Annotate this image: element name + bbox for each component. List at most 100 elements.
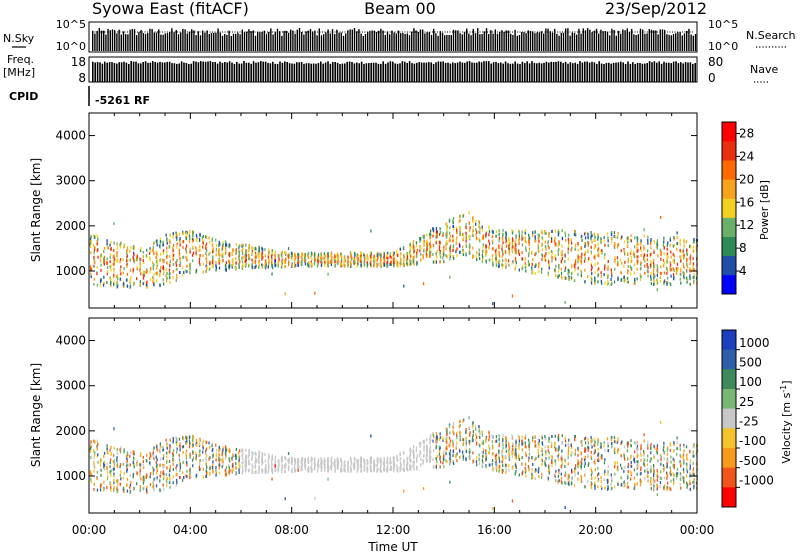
velocity-cell bbox=[110, 485, 112, 489]
velocity-cell bbox=[122, 488, 124, 492]
velocity-cell bbox=[96, 439, 98, 443]
nsky-bar bbox=[527, 30, 529, 51]
power-cell bbox=[110, 277, 112, 281]
velocity-cell bbox=[363, 458, 365, 462]
power-cell bbox=[238, 263, 240, 267]
power-cell bbox=[169, 262, 171, 266]
freq-bar bbox=[488, 61, 490, 82]
power-cell bbox=[389, 253, 391, 257]
power-cell bbox=[129, 280, 131, 284]
velocity-cell bbox=[120, 477, 122, 481]
power-cell bbox=[103, 258, 106, 262]
power-cell bbox=[145, 283, 148, 287]
power-cell bbox=[439, 231, 441, 235]
power-cell bbox=[524, 257, 527, 261]
freq-bar bbox=[406, 62, 408, 82]
nsky-bar bbox=[567, 28, 569, 51]
power-cell bbox=[456, 231, 458, 235]
freq-bar bbox=[368, 63, 370, 82]
power-cell bbox=[248, 248, 250, 252]
power-cell bbox=[620, 278, 623, 281]
power-cell bbox=[574, 243, 577, 247]
power-cell bbox=[156, 243, 158, 247]
power-cell bbox=[208, 252, 210, 256]
power-cell bbox=[396, 251, 398, 255]
velocity-cell bbox=[277, 469, 279, 473]
nsky-bar bbox=[345, 33, 347, 51]
power-cell bbox=[590, 234, 592, 238]
nsky-bar bbox=[314, 30, 316, 51]
velocity-cell bbox=[224, 445, 227, 449]
power-cell bbox=[354, 252, 356, 255]
power-cell bbox=[189, 247, 191, 251]
power-cell bbox=[502, 241, 504, 245]
power-cell bbox=[222, 259, 224, 263]
power-cell bbox=[683, 238, 685, 242]
power-cell bbox=[534, 230, 536, 234]
power-cell bbox=[545, 231, 547, 235]
nsky-bar bbox=[153, 32, 155, 51]
power-cell bbox=[452, 245, 454, 249]
freq-bar bbox=[519, 64, 521, 82]
velocity-cell bbox=[370, 456, 372, 460]
freq-bar bbox=[492, 62, 495, 82]
power-cell bbox=[653, 239, 655, 243]
nsky-bar bbox=[532, 31, 534, 51]
velocity-cell bbox=[311, 462, 313, 466]
power-cell bbox=[204, 235, 207, 239]
power-cell bbox=[575, 233, 577, 237]
velocity-cell bbox=[242, 468, 244, 472]
velocity-cell bbox=[103, 480, 105, 484]
velocity-cell bbox=[90, 480, 92, 484]
power-cell bbox=[106, 262, 108, 265]
power-cell bbox=[442, 256, 444, 260]
power-cell bbox=[360, 260, 363, 264]
power-cell bbox=[452, 225, 454, 228]
power-frame bbox=[88, 112, 698, 309]
power-cell bbox=[113, 269, 115, 273]
velocity-cell bbox=[360, 456, 362, 460]
power-cell bbox=[472, 220, 474, 224]
nsky-bar bbox=[158, 29, 160, 51]
power-cell bbox=[304, 262, 307, 266]
power-cell bbox=[303, 256, 306, 260]
power-cell bbox=[660, 265, 662, 269]
velocity-cell bbox=[442, 438, 444, 442]
power-cell bbox=[406, 257, 409, 261]
velocity-cell bbox=[90, 472, 93, 476]
power-cell bbox=[133, 245, 135, 249]
power-cell bbox=[291, 262, 293, 266]
power-cell bbox=[432, 227, 434, 230]
velocity-cell bbox=[175, 466, 177, 470]
power-cell bbox=[156, 240, 158, 244]
power-cell bbox=[175, 263, 178, 267]
freq-bar bbox=[622, 62, 624, 82]
power-cell bbox=[122, 271, 124, 275]
power-cell bbox=[156, 258, 158, 262]
power-cell bbox=[485, 233, 487, 237]
freq-bar bbox=[651, 62, 653, 82]
colorbar-segment bbox=[722, 255, 736, 276]
power-cell bbox=[531, 268, 533, 272]
power-cell bbox=[627, 265, 629, 269]
velocity-cell bbox=[430, 449, 432, 453]
velocity-cell bbox=[245, 455, 247, 459]
power-cell bbox=[675, 272, 678, 275]
power-cell bbox=[623, 275, 625, 279]
power-cell bbox=[116, 274, 118, 278]
power-cell bbox=[634, 255, 636, 259]
power-cell bbox=[271, 258, 273, 262]
velocity-cell bbox=[172, 458, 175, 462]
freq-bar bbox=[596, 63, 598, 82]
velocity-cell bbox=[277, 465, 279, 469]
colorbar-segment bbox=[722, 160, 736, 180]
velocity-cell bbox=[267, 470, 269, 474]
power-cell bbox=[294, 258, 296, 262]
velocity-cell bbox=[271, 461, 273, 465]
power-cell bbox=[554, 239, 556, 243]
power-cell bbox=[568, 278, 570, 281]
nsky-bar bbox=[213, 32, 215, 51]
power-cell bbox=[307, 256, 310, 260]
velocity-cell bbox=[357, 462, 359, 466]
velocity-cell bbox=[360, 468, 362, 472]
